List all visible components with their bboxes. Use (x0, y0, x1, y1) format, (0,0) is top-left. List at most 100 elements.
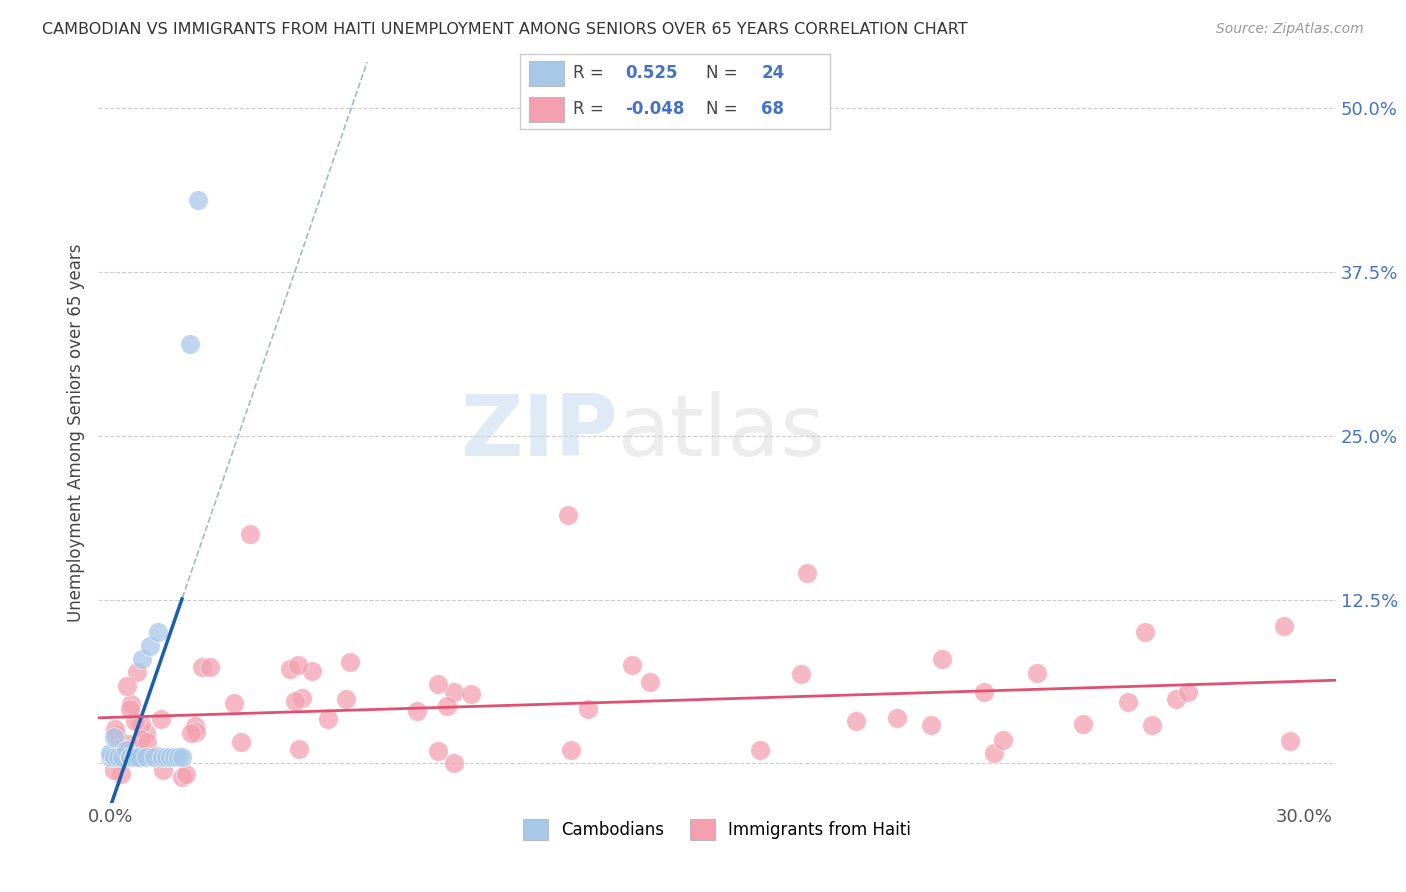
Point (104, 722, 127, 736)
Point (301, 664, 323, 678)
Point (190, 660, 212, 674)
Point (120, 702, 142, 716)
Point (129, 717, 152, 731)
Text: ZIP: ZIP (460, 391, 619, 475)
Point (129, 731, 152, 746)
Point (339, 655, 361, 669)
Point (1116, 695, 1139, 709)
Point (920, 718, 942, 732)
Point (239, 527, 262, 541)
Point (117, 737, 139, 751)
Text: N =: N = (706, 100, 737, 118)
Point (335, 692, 357, 706)
Point (983, 747, 1005, 761)
Point (150, 750, 173, 764)
Point (135, 750, 157, 764)
Point (405, 704, 427, 718)
Point (139, 639, 162, 653)
Point (98, 746, 121, 760)
Point (187, 193, 209, 207)
Point (163, 750, 186, 764)
Y-axis label: Unemployment Among Seniors over 65 years: Unemployment Among Seniors over 65 years (66, 244, 84, 622)
Point (167, 750, 190, 764)
Point (749, 743, 772, 757)
Text: -0.048: -0.048 (626, 100, 685, 118)
Point (98, 750, 121, 764)
FancyBboxPatch shape (530, 62, 564, 87)
Point (1166, 692, 1188, 706)
Point (198, 660, 221, 674)
Point (120, 750, 142, 764)
Text: CAMBODIAN VS IMMIGRANTS FROM HAITI UNEMPLOYMENT AMONG SENIORS OVER 65 YEARS CORR: CAMBODIAN VS IMMIGRANTS FROM HAITI UNEMP… (42, 22, 967, 37)
Point (180, 725, 202, 739)
FancyBboxPatch shape (530, 96, 564, 122)
Point (111, 750, 134, 764)
Point (124, 714, 146, 728)
Point (159, 750, 181, 764)
Point (143, 750, 166, 764)
Point (443, 756, 465, 770)
Point (796, 566, 818, 581)
Point (284, 694, 307, 708)
Point (174, 767, 197, 781)
Point (1272, 619, 1295, 633)
Point (136, 735, 159, 749)
Point (886, 711, 908, 725)
Text: R =: R = (572, 64, 603, 82)
Point (120, 697, 142, 711)
Point (131, 651, 153, 665)
Point (426, 744, 449, 758)
Point (103, 750, 125, 764)
Text: 0.525: 0.525 (626, 64, 678, 82)
Point (184, 719, 207, 733)
Point (135, 725, 157, 739)
Point (115, 743, 138, 757)
Point (1025, 666, 1047, 681)
Point (115, 679, 138, 693)
Point (1278, 734, 1301, 748)
Point (125, 665, 148, 679)
Point (155, 750, 177, 764)
Point (287, 742, 309, 756)
Point (557, 508, 579, 522)
Point (120, 750, 142, 764)
Text: atlas: atlas (619, 391, 827, 475)
Text: 68: 68 (762, 100, 785, 118)
Point (560, 743, 582, 757)
Point (973, 685, 995, 699)
Point (931, 652, 953, 666)
Point (845, 714, 868, 729)
Point (638, 675, 661, 690)
Point (170, 750, 193, 764)
Point (186, 724, 208, 739)
Point (1133, 625, 1156, 640)
Point (427, 676, 450, 690)
Point (576, 702, 599, 716)
Point (127, 750, 149, 764)
Point (146, 748, 169, 763)
Point (1071, 717, 1094, 731)
Text: Source: ZipAtlas.com: Source: ZipAtlas.com (1216, 22, 1364, 37)
Point (170, 770, 193, 784)
Point (146, 625, 169, 640)
Point (222, 697, 245, 711)
Point (278, 662, 301, 676)
Point (107, 750, 129, 764)
Point (104, 728, 127, 742)
Point (790, 667, 813, 681)
Point (179, 337, 201, 351)
Text: R =: R = (572, 100, 603, 118)
Point (110, 767, 132, 781)
Point (229, 735, 252, 749)
Point (316, 712, 339, 726)
Point (621, 657, 644, 672)
Point (1177, 685, 1199, 699)
Point (103, 763, 125, 777)
Legend: Cambodians, Immigrants from Haiti: Cambodians, Immigrants from Haiti (516, 813, 918, 847)
Point (1140, 717, 1163, 731)
Text: 24: 24 (762, 64, 785, 82)
Point (127, 750, 149, 764)
Point (122, 750, 145, 764)
Point (103, 731, 125, 745)
Point (460, 687, 482, 701)
